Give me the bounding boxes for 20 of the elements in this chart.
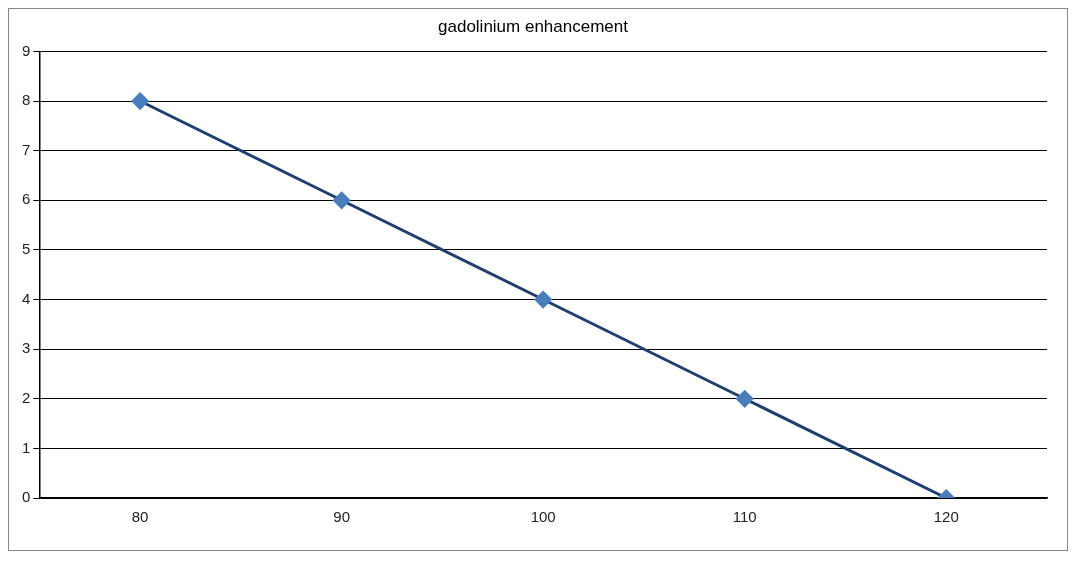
point (534, 291, 552, 309)
x-tick-label: 80 (131, 508, 149, 526)
y-tick-label: 4 (22, 289, 31, 307)
y-tick-label: 1 (22, 438, 31, 456)
y-tick-label: 9 (22, 41, 31, 59)
y-tick-label: 8 (22, 91, 31, 109)
chart-title: gadolinium enhancement (438, 16, 629, 36)
x-tick-label: 110 (732, 508, 757, 526)
x-tick-label: 90 (333, 508, 350, 526)
y-tick-label: 2 (22, 388, 31, 406)
y-tick-label: 0 (22, 488, 31, 506)
point (131, 92, 149, 110)
x-tick-label: 120 (933, 508, 959, 526)
y-tick-label: 5 (22, 240, 31, 258)
point (333, 191, 351, 209)
x-tick-label: 100 (530, 508, 556, 526)
y-tick-label: 6 (22, 190, 31, 208)
y-tick-label: 3 (22, 339, 31, 357)
point (736, 390, 754, 408)
y-tick-label: 7 (22, 140, 31, 158)
